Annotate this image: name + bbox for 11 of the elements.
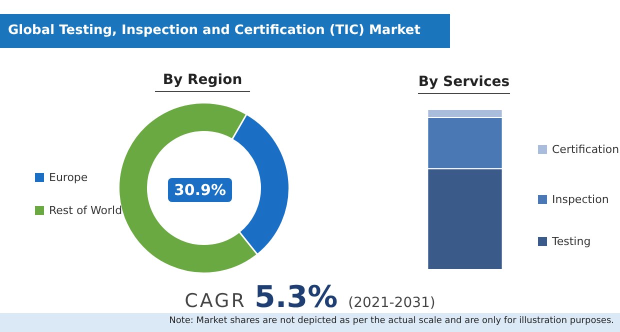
chart-title: Global Testing, Inspection and Certification (TIC) Market [0,14,450,48]
legend-label: Inspection [552,193,609,206]
chart-title: By Services [418,74,510,94]
data-label: 30.9% [174,180,226,199]
chart-subtitle: By Region [155,72,250,92]
legend-label: Testing [552,235,591,248]
legend-label: Europe [49,171,88,184]
text: CAGR 5.3% (2021-2031) [184,280,436,315]
legend-label: Rest of World [49,204,122,217]
legend-label: Certification [552,143,620,156]
text: Note: Market shares are not depicted as per the actual scale and are only for illustration purposes. [169,316,614,326]
